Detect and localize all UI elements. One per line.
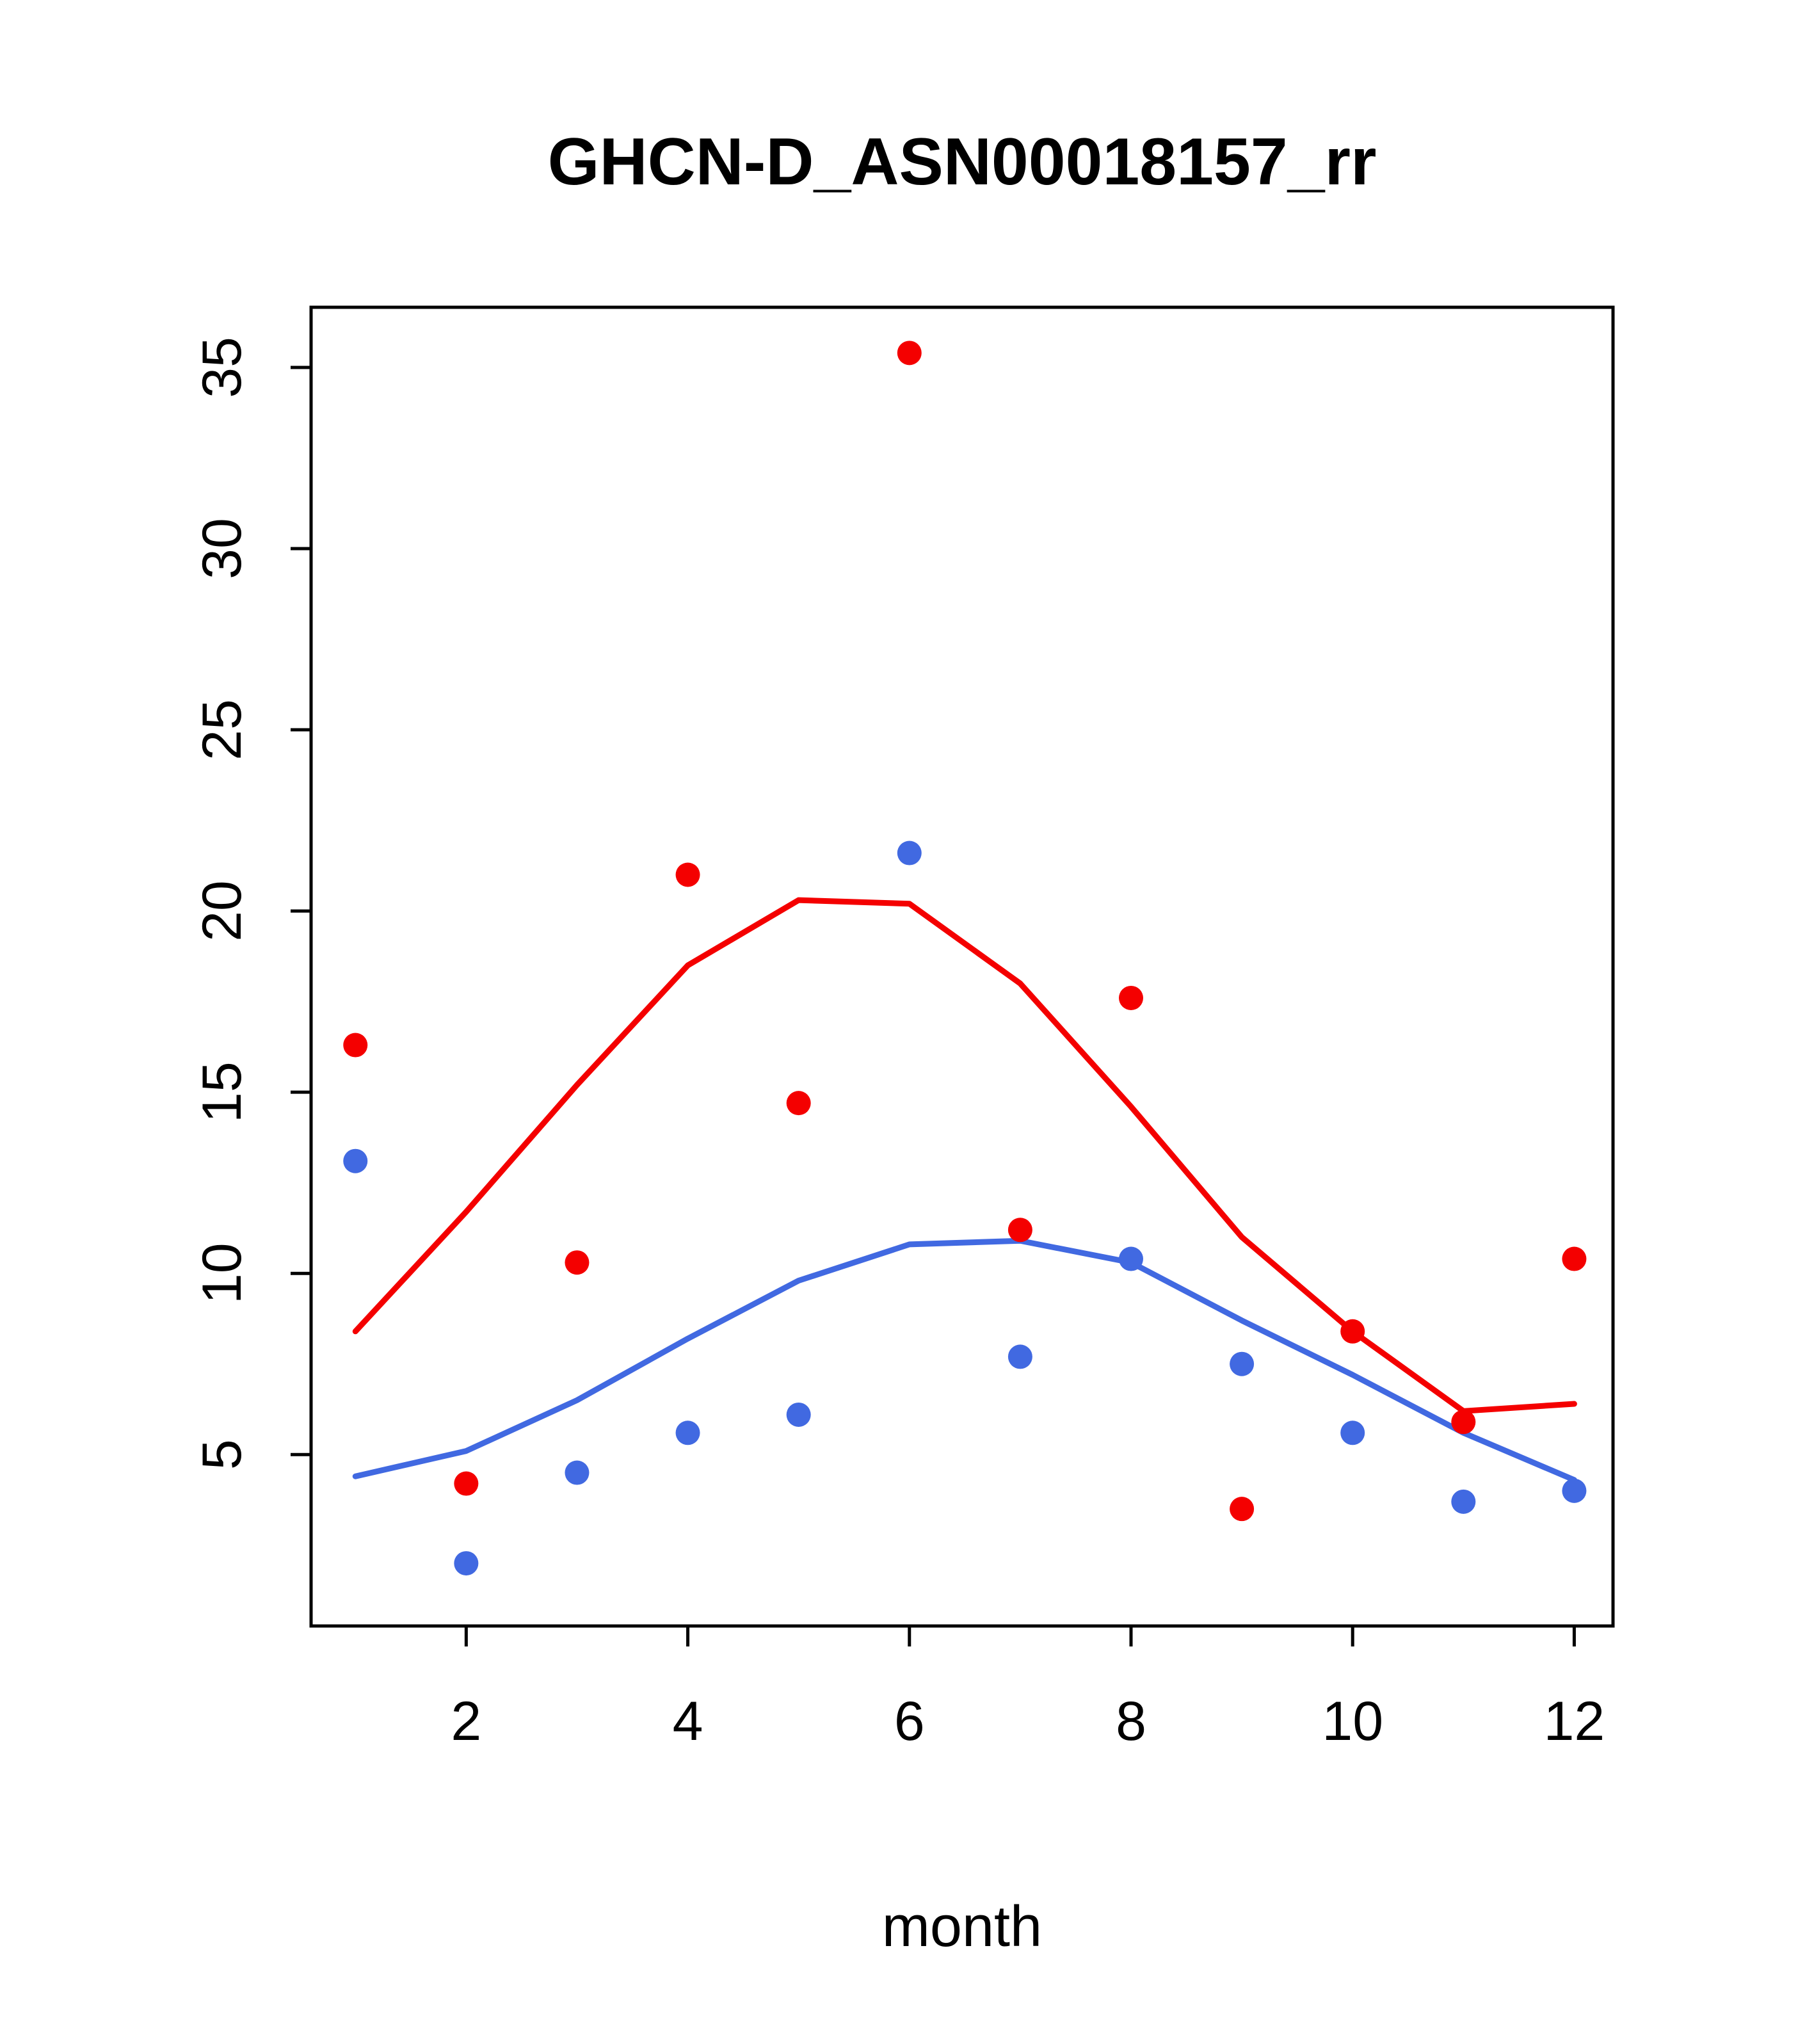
red-point [1451,1410,1476,1435]
blue-smooth-line [352,1237,1577,1483]
red-smooth-line [352,897,1577,1414]
blue-point [1230,1351,1255,1376]
y-tick-label: 10 [191,1243,253,1304]
y-tick-label: 30 [191,518,253,579]
chart-title: GHCN-D_ASN00018157_rr [548,125,1377,199]
blue-point [1118,1246,1143,1271]
y-tick-label: 15 [191,1061,253,1123]
blue-point [1451,1489,1476,1514]
red-point [1007,1218,1032,1243]
x-tick-label: 4 [673,1691,703,1752]
plot-box [309,305,1615,1628]
y-tick-label: 5 [191,1439,253,1470]
red-point [1562,1246,1587,1271]
blue-point [343,1148,368,1173]
x-tick-label: 6 [894,1691,925,1752]
blue-point [897,841,922,865]
red-point [897,341,922,366]
red-point [1340,1319,1365,1344]
red-point [675,862,700,887]
blue-point [454,1551,479,1576]
red-point [1118,985,1143,1010]
y-tick-label: 35 [191,337,253,398]
blue-point [786,1402,811,1427]
y-tick-label: 25 [191,699,253,760]
red-point [565,1250,590,1275]
x-tick-label: 12 [1544,1691,1605,1752]
blue-point [675,1420,700,1445]
y-tick-label: 20 [191,880,253,942]
red-point [786,1091,811,1116]
blue-point [565,1460,590,1485]
blue-point [1007,1344,1032,1369]
x-tick-label: 2 [451,1691,481,1752]
red-point [1230,1497,1255,1522]
red-point [454,1471,479,1496]
red-point [343,1033,368,1058]
x-axis-label: month [882,1895,1042,1959]
x-tick-label: 10 [1322,1691,1383,1752]
blue-point [1340,1420,1365,1445]
x-tick-label: 8 [1116,1691,1146,1752]
blue-point [1562,1478,1587,1503]
